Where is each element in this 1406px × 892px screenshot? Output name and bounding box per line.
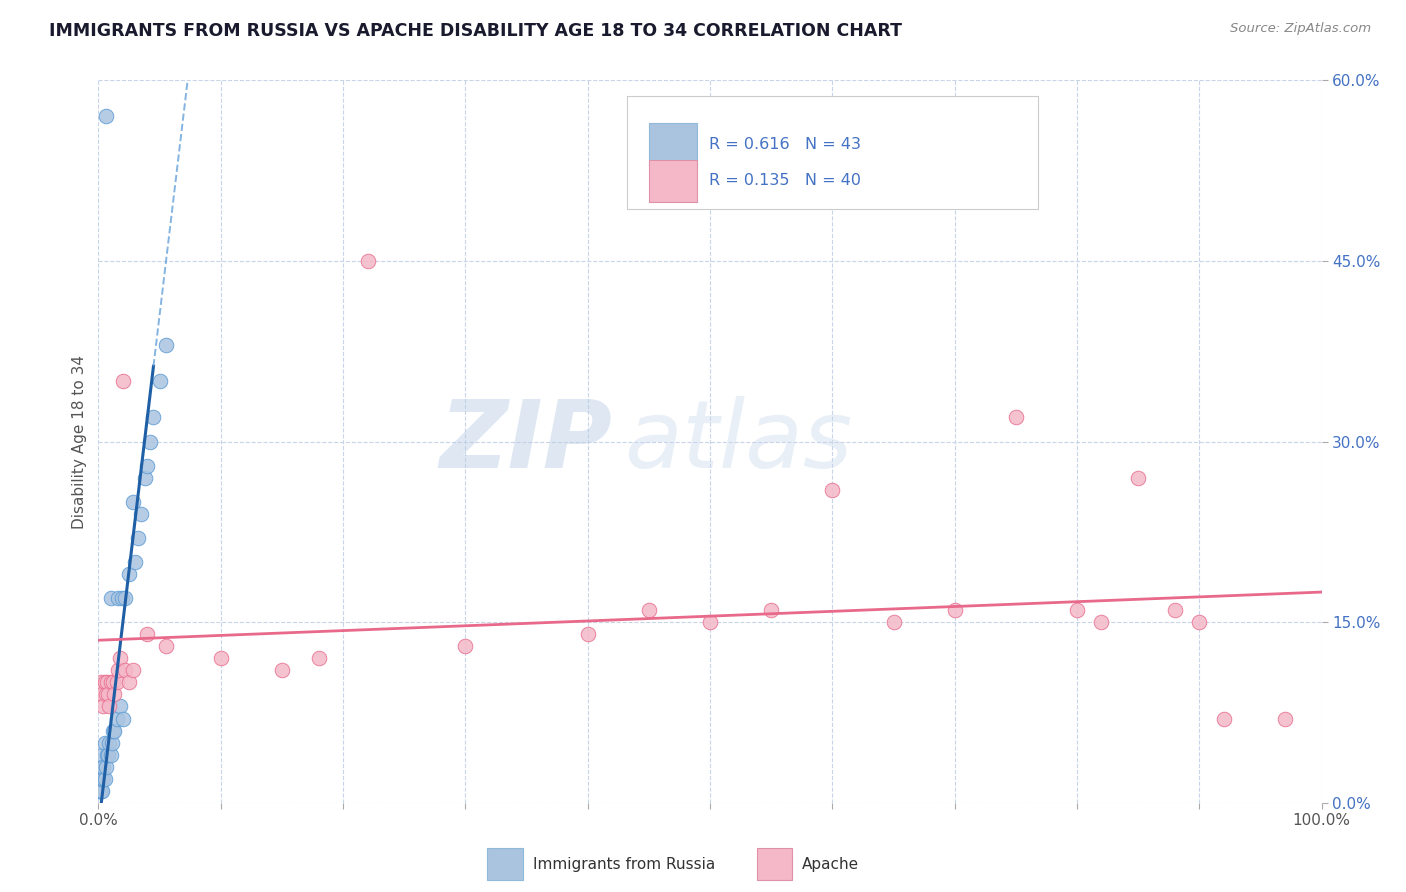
Point xyxy=(136,458,159,473)
Point xyxy=(101,735,124,749)
Point xyxy=(91,760,114,774)
Point xyxy=(155,338,177,352)
Point xyxy=(149,374,172,388)
Point xyxy=(107,664,129,678)
FancyBboxPatch shape xyxy=(756,848,792,880)
Point xyxy=(94,109,117,123)
Point xyxy=(821,483,844,497)
Text: Apache: Apache xyxy=(801,856,859,871)
Point xyxy=(94,760,117,774)
Point xyxy=(761,603,783,617)
Point xyxy=(96,675,118,690)
Point xyxy=(129,507,152,521)
Point xyxy=(100,747,122,762)
Point xyxy=(101,675,124,690)
Point xyxy=(121,494,143,508)
Point xyxy=(91,687,114,701)
Point xyxy=(105,675,128,690)
Y-axis label: Disability Age 18 to 34: Disability Age 18 to 34 xyxy=(72,354,87,529)
Point xyxy=(90,675,112,690)
Point xyxy=(1128,470,1150,484)
Point xyxy=(1274,712,1296,726)
Point xyxy=(1066,603,1088,617)
Point xyxy=(103,723,125,738)
Point xyxy=(699,615,721,630)
FancyBboxPatch shape xyxy=(648,160,696,202)
Point xyxy=(134,470,156,484)
Text: IMMIGRANTS FROM RUSSIA VS APACHE DISABILITY AGE 18 TO 34 CORRELATION CHART: IMMIGRANTS FROM RUSSIA VS APACHE DISABIL… xyxy=(49,22,903,40)
Point xyxy=(98,699,121,714)
Point xyxy=(142,410,165,425)
Point xyxy=(1188,615,1211,630)
Point xyxy=(883,615,905,630)
Point xyxy=(356,253,378,268)
Point xyxy=(89,784,111,798)
FancyBboxPatch shape xyxy=(627,96,1038,209)
Point xyxy=(89,784,111,798)
Point xyxy=(90,784,112,798)
Point xyxy=(107,591,129,605)
Point xyxy=(101,723,124,738)
Point xyxy=(91,699,114,714)
Point xyxy=(121,664,143,678)
Text: R = 0.616   N = 43: R = 0.616 N = 43 xyxy=(709,137,860,152)
Text: ZIP: ZIP xyxy=(439,395,612,488)
Point xyxy=(91,772,114,786)
Point xyxy=(90,760,112,774)
Point xyxy=(91,784,114,798)
Point xyxy=(94,687,117,701)
Text: Source: ZipAtlas.com: Source: ZipAtlas.com xyxy=(1230,22,1371,36)
Point xyxy=(91,747,114,762)
Point xyxy=(111,712,134,726)
Point xyxy=(93,772,115,786)
Point xyxy=(943,603,966,617)
Point xyxy=(89,784,111,798)
Point xyxy=(114,664,136,678)
Point xyxy=(93,675,115,690)
Point xyxy=(89,772,111,786)
Point xyxy=(127,531,149,545)
FancyBboxPatch shape xyxy=(488,848,523,880)
Point xyxy=(118,567,141,582)
Point xyxy=(111,591,134,605)
Point xyxy=(93,735,115,749)
Point xyxy=(89,772,111,786)
Text: R = 0.135   N = 40: R = 0.135 N = 40 xyxy=(709,173,860,188)
Point xyxy=(136,627,159,641)
Point xyxy=(124,555,146,569)
Point xyxy=(308,651,330,665)
Point xyxy=(98,735,121,749)
Point xyxy=(111,374,134,388)
Point xyxy=(454,639,477,653)
Point xyxy=(1164,603,1187,617)
Point xyxy=(1090,615,1112,630)
Point xyxy=(97,747,120,762)
Point xyxy=(114,591,136,605)
Point xyxy=(118,675,141,690)
Text: atlas: atlas xyxy=(624,396,852,487)
Point xyxy=(96,747,118,762)
Point xyxy=(90,784,112,798)
Point xyxy=(100,675,122,690)
Point xyxy=(110,651,132,665)
Point xyxy=(105,712,128,726)
Point xyxy=(155,639,177,653)
FancyBboxPatch shape xyxy=(648,123,696,166)
Point xyxy=(209,651,232,665)
Point xyxy=(637,603,661,617)
Point xyxy=(103,687,125,701)
Point xyxy=(139,434,162,449)
Point xyxy=(1004,410,1026,425)
Point xyxy=(91,772,114,786)
Point xyxy=(270,664,294,678)
Point xyxy=(1212,712,1234,726)
Point xyxy=(97,687,120,701)
Point xyxy=(110,699,132,714)
Point xyxy=(100,591,122,605)
Text: Immigrants from Russia: Immigrants from Russia xyxy=(533,856,714,871)
Point xyxy=(90,772,112,786)
Point xyxy=(576,627,599,641)
